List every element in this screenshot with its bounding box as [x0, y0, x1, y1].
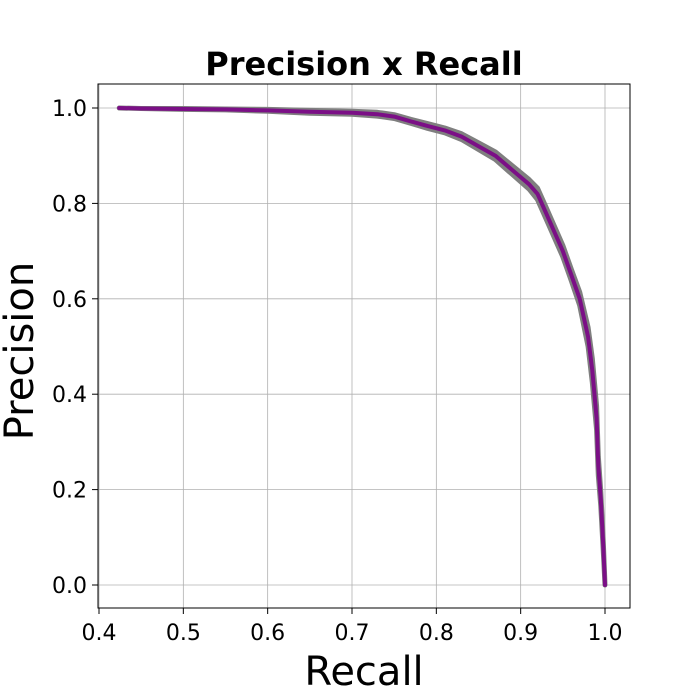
y-tick-label: 1.0 [52, 97, 87, 122]
precision-recall-curve [117, 106, 607, 587]
y-axis-label: Precision [0, 262, 43, 440]
y-tick-label: 0.6 [52, 288, 87, 313]
y-tick-label: 0.2 [52, 479, 87, 504]
precision-recall-line [117, 106, 607, 587]
x-tick-label: 1.0 [588, 621, 623, 646]
x-axis-label: Recall [304, 649, 423, 695]
y-axis-ticks: 0.0 0.2 0.4 0.6 0.8 1.0 [52, 97, 98, 599]
y-tick-label: 0.4 [52, 383, 87, 408]
x-axis-ticks: 0.4 0.5 0.6 0.7 0.8 0.9 1.0 [82, 608, 623, 646]
plot-frame [97, 83, 631, 609]
y-tick-label: 0.0 [52, 574, 87, 599]
precision-band [116, 105, 608, 588]
gridlines [98, 84, 630, 608]
precision-band-area [116, 105, 608, 588]
x-tick-label: 0.6 [250, 621, 285, 646]
x-tick-label: 0.5 [166, 621, 201, 646]
chart-title: Precision x Recall [205, 45, 522, 83]
x-tick-label: 0.4 [82, 621, 117, 646]
x-tick-label: 0.8 [419, 621, 454, 646]
x-tick-label: 0.9 [503, 621, 538, 646]
y-tick-label: 0.8 [52, 192, 87, 217]
x-tick-label: 0.7 [335, 621, 370, 646]
